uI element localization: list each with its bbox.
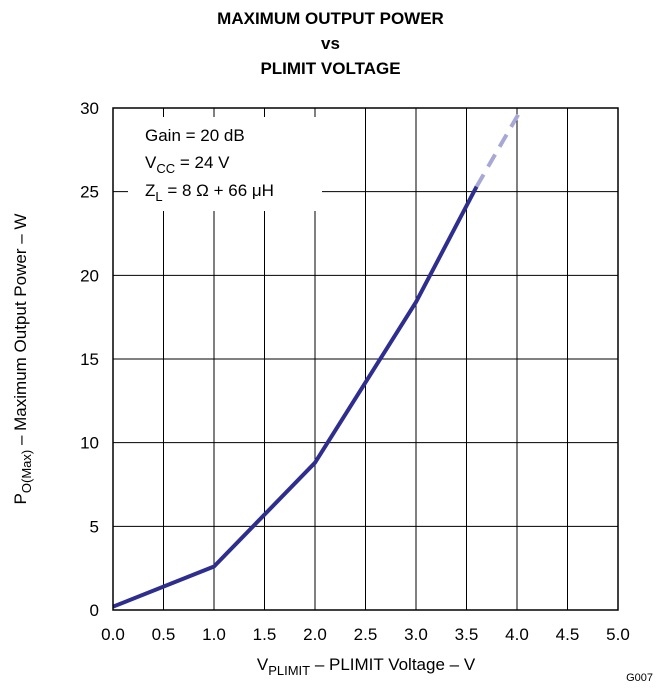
y-axis-label-main: P (11, 493, 30, 504)
y-axis-label: PO(Max) – Maximum Output Power – W (11, 214, 34, 505)
y-tick-labels: 0 5 10 15 20 25 30 (80, 99, 99, 620)
annotation-vcc: VCC = 24 V (145, 153, 230, 176)
y-tick-label: 10 (80, 434, 99, 453)
legend-annotations: Gain = 20 dB VCC = 24 V ZL = 8 Ω + 66 μH (145, 126, 274, 204)
x-tick-label: 0.0 (101, 625, 125, 644)
x-tick-label: 5.0 (606, 625, 630, 644)
x-tick-label: 0.5 (152, 625, 176, 644)
annotation-vcc-sub: CC (156, 161, 175, 176)
x-tick-label: 4.5 (556, 625, 580, 644)
y-tick-label: 5 (90, 517, 99, 536)
annotation-gain: Gain = 20 dB (145, 126, 245, 145)
x-axis-label-sub: PLIMIT (268, 663, 310, 678)
title-line-3: PLIMIT VOLTAGE (260, 59, 401, 78)
annotation-vcc-main: V (145, 153, 157, 172)
data-series (112, 106, 524, 609)
y-tick-label: 25 (80, 183, 99, 202)
annotation-zl-main: Z (145, 181, 155, 200)
y-axis-label-sub: O(Max) (19, 450, 34, 493)
title-line-2: vs (321, 34, 340, 53)
x-tick-label: 3.5 (455, 625, 479, 644)
x-tick-label: 1.5 (253, 625, 277, 644)
y-tick-label: 30 (80, 99, 99, 118)
legend-box (128, 117, 322, 211)
x-axis-label-rest: – PLIMIT Voltage – V (310, 655, 476, 674)
series-line-solid (112, 185, 479, 609)
annotation-zl: ZL = 8 Ω + 66 μH (145, 181, 274, 204)
x-axis-label: VPLIMIT – PLIMIT Voltage – V (257, 655, 476, 678)
annotation-zl-sub: L (155, 189, 162, 204)
y-axis-label-rest: – Maximum Output Power – W (11, 214, 30, 450)
x-tick-labels: 0.0 0.5 1.0 1.5 2.0 2.5 3.0 3.5 4.0 4.5 5.0 (101, 625, 630, 644)
y-tick-label: 15 (80, 350, 99, 369)
figure-tag: G007 (626, 672, 653, 684)
plot-frame (112, 107, 619, 611)
annotation-gain-text: Gain = 20 dB (145, 126, 245, 145)
x-tick-label: 2.5 (354, 625, 378, 644)
title-line-1: MAXIMUM OUTPUT POWER (217, 9, 444, 28)
x-tick-label: 4.0 (505, 625, 529, 644)
series-line-dashed-extension (474, 106, 524, 188)
annotation-zl-rest: = 8 Ω + 66 μH (163, 181, 274, 200)
x-axis-label-main: V (257, 655, 269, 674)
y-tick-label: 20 (80, 266, 99, 285)
x-tick-label: 1.0 (202, 625, 226, 644)
y-tick-label: 0 (90, 601, 99, 620)
x-tick-label: 2.0 (303, 625, 327, 644)
annotation-vcc-rest: = 24 V (175, 153, 230, 172)
chart-title: MAXIMUM OUTPUT POWER vs PLIMIT VOLTAGE (0, 6, 661, 81)
x-tick-label: 3.0 (404, 625, 428, 644)
